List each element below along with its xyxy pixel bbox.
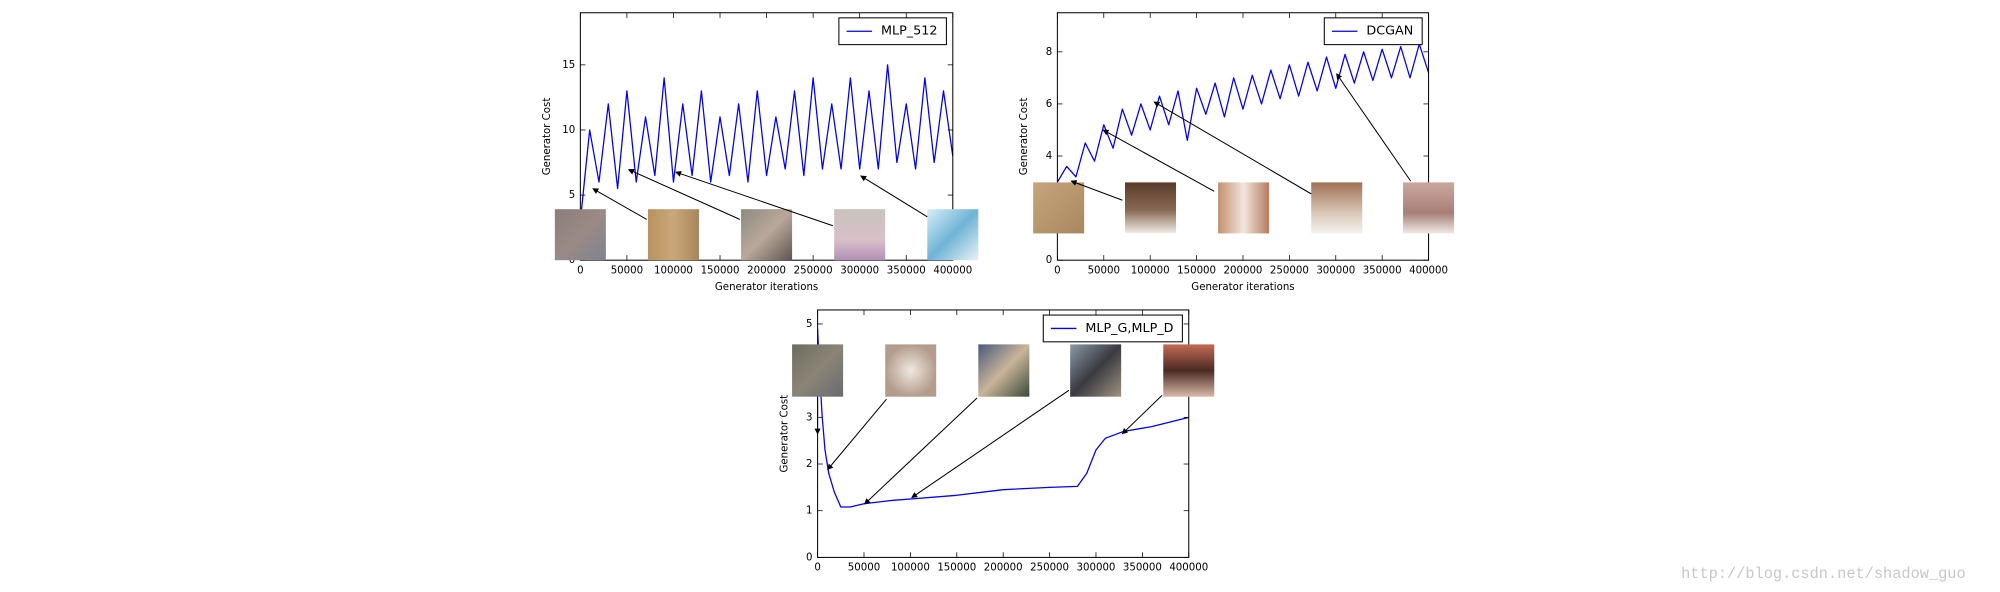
y-tick-label: 5: [569, 190, 575, 201]
legend-label: DCGAN: [1366, 24, 1413, 39]
x-tick-label: 400000: [1169, 563, 1208, 574]
y-tick-label: 0: [806, 552, 812, 563]
arrow: [627, 168, 740, 220]
thumbnail: [885, 344, 937, 397]
thumbnail: [1033, 182, 1085, 234]
arrow: [864, 397, 978, 505]
x-axis-label: Generator iterations: [1191, 282, 1294, 293]
x-tick-label: 50000: [848, 563, 880, 574]
y-tick-label: 10: [562, 125, 575, 136]
arrow: [675, 170, 834, 227]
thumbnail: [792, 344, 844, 397]
thumbnail: [1070, 344, 1122, 397]
y-axis-label: Generator Cost: [1019, 98, 1030, 176]
x-tick-label: 200000: [1224, 265, 1263, 276]
thumbnail: [834, 209, 886, 261]
y-tick-label: 2: [806, 459, 812, 470]
legend-label: MLP_G,MLP_D: [1085, 321, 1173, 336]
thumbnail: [1311, 182, 1363, 234]
thumbnail: [1124, 182, 1177, 234]
thumbnail: [1163, 344, 1215, 397]
x-tick-label: 150000: [701, 265, 740, 276]
y-tick-label: 15: [562, 60, 575, 71]
x-tick-label: 300000: [1316, 265, 1355, 276]
thumbnail: [741, 209, 793, 261]
thumbnail: [978, 344, 1030, 397]
x-tick-label: 100000: [891, 563, 930, 574]
thumbnail: [1218, 182, 1270, 234]
data-line: [1057, 43, 1429, 183]
arrow: [1121, 395, 1163, 435]
x-tick-label: 200000: [747, 265, 786, 276]
y-tick-label: 8: [1046, 47, 1052, 58]
y-axis-label: Generator Cost: [542, 98, 553, 176]
arrow: [1102, 129, 1215, 192]
y-tick-label: 6: [1046, 99, 1052, 110]
arrows: [592, 73, 1412, 505]
arrow: [1153, 101, 1312, 195]
legend-label: MLP_512: [881, 24, 938, 39]
x-tick-label: 400000: [933, 265, 972, 276]
x-tick-label: 50000: [1088, 265, 1120, 276]
legend: MLP_512: [838, 17, 947, 46]
x-tick-label: 150000: [1177, 265, 1216, 276]
x-tick-label: 250000: [794, 265, 833, 276]
x-tick-label: 350000: [887, 265, 926, 276]
x-tick-label: 400000: [1409, 265, 1448, 276]
arrow: [860, 175, 928, 218]
y-tick-label: 4: [1046, 151, 1052, 162]
x-tick-label: 350000: [1123, 563, 1162, 574]
arrow: [1336, 73, 1412, 182]
data-line: [580, 64, 953, 222]
legend: DCGAN: [1323, 17, 1423, 46]
y-tick-label: 5: [806, 319, 812, 330]
y-tick-label: 3: [806, 412, 812, 423]
thumbnail: [1403, 182, 1455, 234]
thumbnail: [554, 209, 606, 261]
plot-area: [817, 328, 1189, 508]
x-tick-label: 300000: [1077, 563, 1116, 574]
x-tick-label: 250000: [1270, 265, 1309, 276]
data-line: [817, 328, 1189, 508]
x-tick-label: 0: [577, 265, 583, 276]
arrow: [827, 398, 887, 471]
x-tick-label: 100000: [654, 265, 693, 276]
x-tick-label: 350000: [1363, 265, 1402, 276]
watermark: http://blog.csdn.net/shadow_guo: [1681, 565, 1966, 583]
x-tick-label: 300000: [840, 265, 879, 276]
arrow: [1070, 180, 1123, 201]
y-tick-label: 1: [806, 506, 812, 517]
x-tick-label: 50000: [611, 265, 643, 276]
canvas: 0 50000 100000 150000 200000 250000 300000 3500…: [542, 12, 1966, 583]
arrow: [911, 389, 1070, 499]
y-axis-label: Generator Cost: [779, 395, 790, 473]
plot-area: [1057, 43, 1429, 183]
thumbnails: [554, 182, 1455, 397]
subplot: 0 50000 100000 150000 200000 250000 300000 3500…: [1019, 12, 1448, 293]
y-tick-label: 0: [1046, 255, 1052, 266]
thumbnail: [647, 209, 699, 261]
x-axis-label: Generator iterations: [715, 282, 818, 293]
x-tick-label: 200000: [984, 563, 1023, 574]
x-tick-label: 150000: [937, 563, 976, 574]
legend: MLP_G,MLP_D: [1042, 314, 1183, 343]
thumbnail: [927, 209, 979, 261]
x-tick-label: 250000: [1030, 563, 1069, 574]
y-tick-label: 0: [569, 255, 575, 266]
arrow: [592, 188, 647, 220]
x-tick-label: 0: [814, 563, 820, 574]
plot-area: [580, 64, 953, 222]
subplot: 0 50000 100000 150000 200000 250000 300000 3500…: [542, 12, 972, 293]
x-tick-label: 0: [1054, 265, 1060, 276]
x-tick-label: 100000: [1131, 265, 1170, 276]
subplot: 0 50000 100000 150000 200000 250000 300000 3500…: [779, 309, 1208, 574]
